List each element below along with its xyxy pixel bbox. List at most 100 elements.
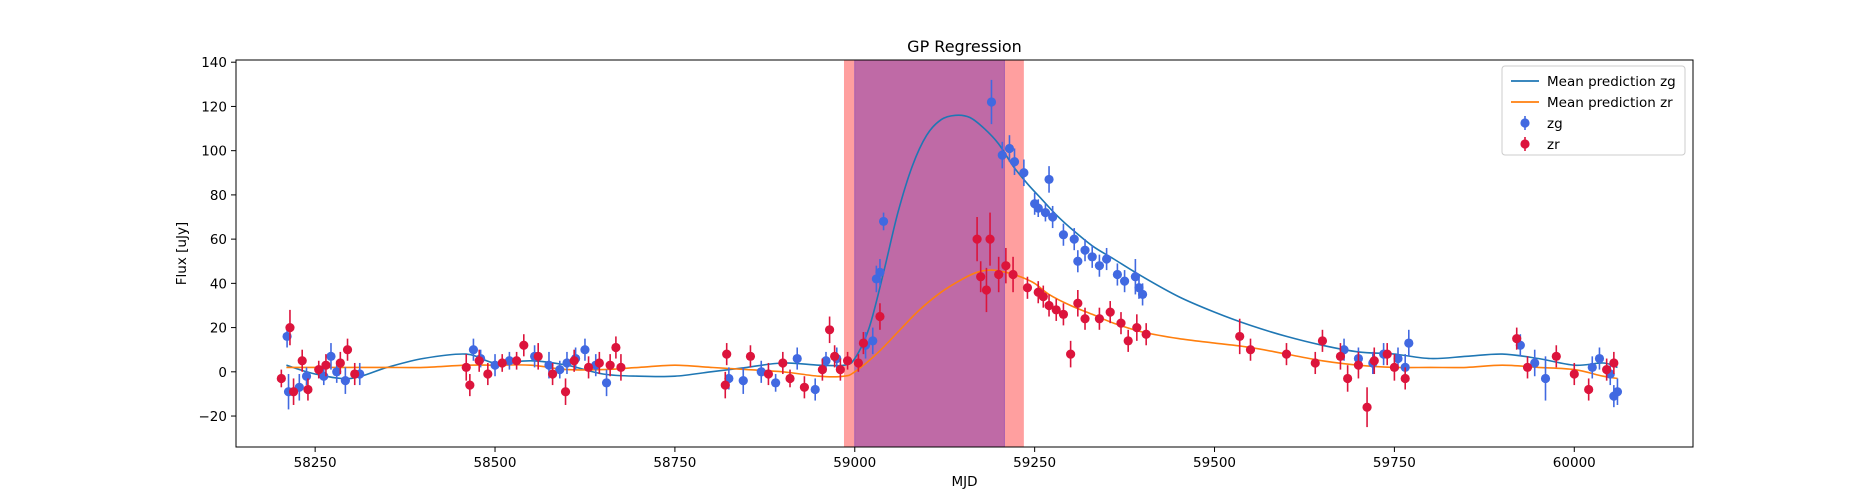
zg-point xyxy=(1048,205,1058,229)
zr-marker xyxy=(474,356,484,366)
zg-point xyxy=(1040,203,1051,222)
zr-point xyxy=(335,351,345,375)
zg-point xyxy=(1404,329,1414,357)
zg-marker xyxy=(1080,245,1090,255)
zr-point xyxy=(1569,362,1579,386)
zr-point xyxy=(842,351,853,370)
zr-marker xyxy=(297,356,307,366)
zg-point xyxy=(1587,356,1597,379)
plot-area-frame xyxy=(235,59,1694,448)
zg-marker xyxy=(1102,254,1112,264)
zr-marker xyxy=(1382,349,1392,359)
zg-point xyxy=(810,378,820,401)
zr-marker xyxy=(875,311,885,322)
zr-marker xyxy=(1132,322,1142,333)
zg-marker xyxy=(555,365,565,375)
zr-point xyxy=(985,212,995,266)
zr-marker xyxy=(763,369,774,379)
zg-marker xyxy=(1119,276,1130,286)
zr-point xyxy=(1051,298,1061,321)
zr-point xyxy=(583,356,594,379)
zr-point xyxy=(722,343,732,366)
zg-marker xyxy=(1094,261,1105,271)
zr-point xyxy=(830,345,840,368)
zg-marker xyxy=(580,345,590,355)
x-tick-label: 60000 xyxy=(1553,455,1596,471)
x-axis-label: MJD xyxy=(951,474,977,490)
zr-marker xyxy=(560,387,571,397)
zg-point xyxy=(1530,349,1540,377)
y-tick-label: 20 xyxy=(210,321,227,337)
zr-marker xyxy=(1512,334,1522,344)
legend-box xyxy=(1501,65,1686,156)
zr-point xyxy=(1343,365,1353,392)
zr-point xyxy=(1008,256,1018,293)
zg-marker xyxy=(326,351,336,361)
legend-zr-line: Mean prediction zr xyxy=(1511,95,1673,111)
zr-marker xyxy=(1094,314,1105,324)
zg-point xyxy=(1019,159,1029,187)
y-tick-label: −20 xyxy=(199,409,228,425)
legend-zg-line: Mean prediction zg xyxy=(1511,74,1676,90)
y-tick-label: 100 xyxy=(201,144,227,160)
zr-point xyxy=(1245,338,1256,361)
legend-label: zr xyxy=(1547,137,1560,153)
zg-marker xyxy=(1112,269,1122,280)
zg-point xyxy=(326,343,336,370)
zg-marker xyxy=(1393,353,1403,364)
zr-marker xyxy=(1038,292,1048,302)
zg-marker xyxy=(771,378,781,388)
y-tick-label: 140 xyxy=(201,55,227,71)
zr-point xyxy=(483,362,493,386)
zr-marker xyxy=(335,358,345,368)
zr-point xyxy=(1116,312,1126,335)
x-tick-label: 58750 xyxy=(653,455,696,471)
zr-marker xyxy=(497,358,507,368)
zr-marker xyxy=(720,380,730,390)
zg-marker xyxy=(562,358,572,368)
zr-marker xyxy=(533,351,543,361)
zg-point xyxy=(1540,356,1551,401)
zr-marker xyxy=(1245,345,1256,355)
zr-point xyxy=(1317,329,1328,352)
zr-marker xyxy=(1584,384,1594,395)
zr-point xyxy=(976,261,986,293)
zr-point xyxy=(1038,285,1048,308)
zr-point xyxy=(616,354,626,381)
zr-point xyxy=(858,332,869,355)
zr-point xyxy=(512,351,522,370)
zg-point xyxy=(1069,228,1079,251)
zg-marker xyxy=(1033,203,1043,213)
y-tick-label: 40 xyxy=(210,276,227,292)
zr-point xyxy=(778,351,788,375)
legend-label: zg xyxy=(1547,116,1563,132)
zg-marker xyxy=(332,367,342,377)
zg-point xyxy=(490,354,500,377)
zg-marker xyxy=(1019,168,1029,178)
zg-marker xyxy=(1587,362,1597,372)
zg-marker xyxy=(1612,387,1623,397)
x-tick-label: 59750 xyxy=(1373,455,1416,471)
zr-marker xyxy=(583,362,594,372)
zr-point xyxy=(350,362,360,386)
zr-marker xyxy=(350,369,360,379)
zg-point xyxy=(1033,199,1043,218)
zr-point xyxy=(288,378,299,405)
zg-point xyxy=(1087,245,1097,268)
zg-point xyxy=(875,259,885,286)
zg-point xyxy=(1112,263,1122,286)
zr-point xyxy=(1522,356,1533,379)
zg-point xyxy=(1009,148,1020,175)
zr-marker xyxy=(594,358,604,368)
zr-point xyxy=(474,349,484,372)
zr-point xyxy=(1094,307,1105,330)
zg-point xyxy=(555,360,565,379)
zr-marker xyxy=(1362,402,1372,412)
zr-point xyxy=(303,378,313,401)
zg-marker xyxy=(792,353,802,364)
y-tick-label: 0 xyxy=(218,365,227,381)
zg-point xyxy=(601,369,612,397)
zr-marker xyxy=(1310,358,1320,368)
zr-marker xyxy=(1317,336,1328,346)
zr-marker xyxy=(824,325,835,335)
